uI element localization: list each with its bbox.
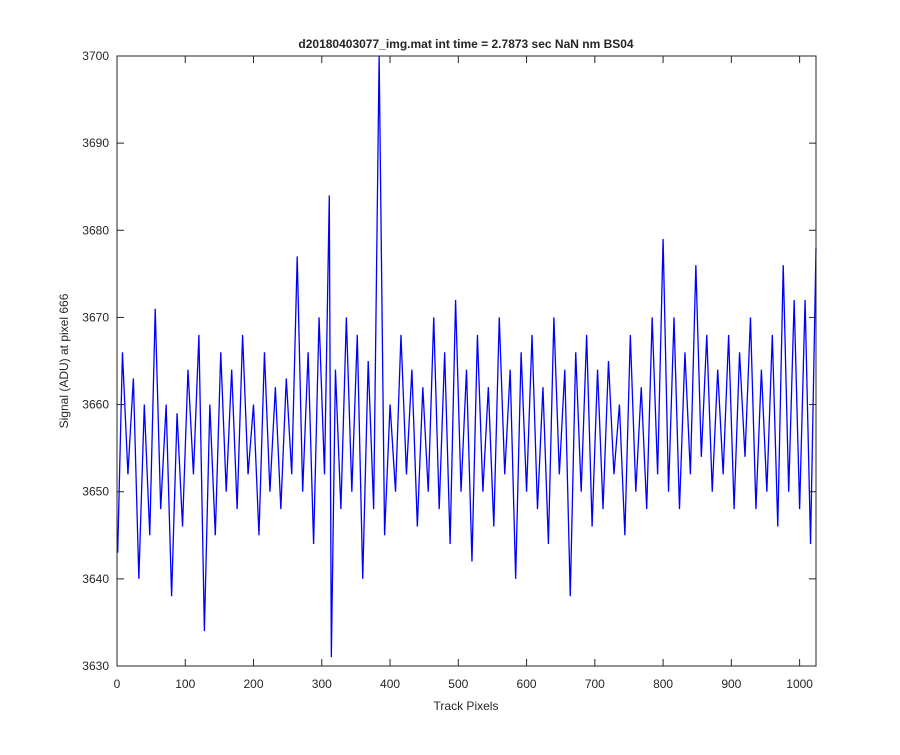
x-tick-label: 1000: [786, 677, 813, 691]
x-tick-label: 200: [244, 677, 264, 691]
axes-box: [116, 55, 817, 667]
x-axis-label: Track Pixels: [434, 699, 499, 713]
data-line: [117, 55, 817, 658]
y-tick-label: 3660: [82, 398, 109, 412]
x-tick-label: 800: [653, 677, 673, 691]
x-tick-label: 500: [448, 677, 468, 691]
y-tick-label: 3680: [82, 223, 109, 237]
x-tick-label: 100: [175, 677, 195, 691]
y-tick-label: 3640: [82, 572, 109, 586]
y-tick-label: 3650: [82, 485, 109, 499]
y-tick-label: 3690: [82, 136, 109, 150]
x-tick-label: 0: [114, 677, 121, 691]
y-tick-label: 3670: [82, 310, 109, 324]
x-tick-label: 600: [517, 677, 537, 691]
chart-title: d20180403077_img.mat int time = 2.7873 s…: [298, 37, 634, 51]
x-tick-label: 300: [312, 677, 332, 691]
x-tick-label: 700: [585, 677, 605, 691]
y-tick-label: 3630: [82, 659, 109, 673]
x-tick-label: 900: [721, 677, 741, 691]
y-axis-label: Signal (ADU) at pixel 666: [57, 293, 71, 428]
x-tick-label: 400: [380, 677, 400, 691]
y-tick-label: 3700: [82, 49, 109, 63]
